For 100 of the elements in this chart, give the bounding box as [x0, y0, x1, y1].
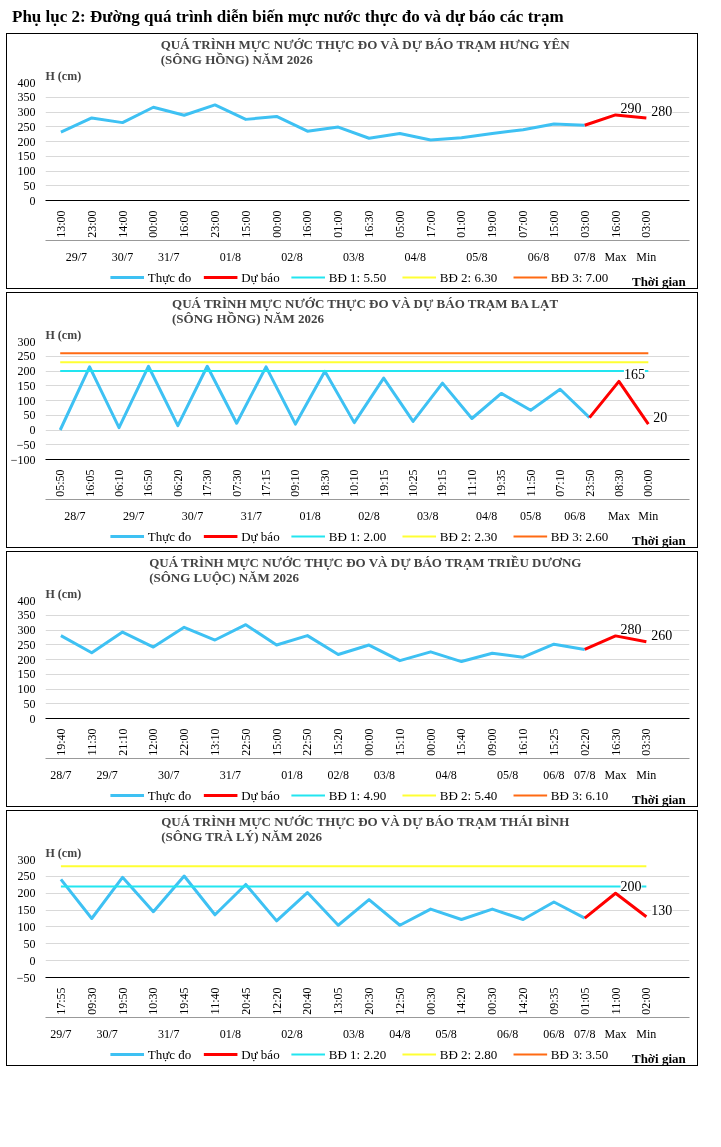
text: 06/8 — [543, 1026, 565, 1041]
x-tick-label: 19:50 — [115, 987, 130, 1015]
text: Min — [638, 508, 659, 523]
text: 31/7 — [219, 767, 242, 782]
legend-label: BĐ 3: 3.50 — [550, 1047, 609, 1062]
x-tick-label: 13:05 — [331, 987, 346, 1015]
x-tick-label: 00:30 — [485, 987, 500, 1015]
y-tick-label: 250 — [17, 869, 36, 884]
x-tick-label: 15:20 — [331, 728, 346, 756]
x-tick-label: 23:50 — [582, 469, 597, 497]
y-tick-label: 250 — [17, 349, 36, 364]
x-tick-label: 13:10 — [207, 728, 222, 756]
text: Min — [636, 767, 657, 782]
legend-label: BĐ 3: 2.60 — [550, 529, 609, 544]
x-tick-label: 09:35 — [546, 987, 561, 1015]
x-tick-label: 07:00 — [516, 210, 531, 238]
line-series — [59, 103, 587, 142]
x-tick-label: 14:20 — [454, 987, 469, 1015]
legend-label: Dự báo — [241, 1047, 280, 1062]
x-tick-label: 15:40 — [454, 728, 469, 756]
legend-label: BĐ 2: 2.80 — [439, 1047, 498, 1062]
x-tick-label: 11:00 — [608, 987, 623, 1015]
x-tick-label: 01:05 — [577, 987, 592, 1015]
legend-label: BĐ 1: 2.00 — [328, 529, 387, 544]
y-tick-label: 200 — [17, 886, 36, 901]
legend-label: Dự báo — [241, 529, 280, 544]
text: 30/7 — [181, 508, 204, 523]
x-tick-label: 06:20 — [170, 469, 185, 497]
y-axis-title: H (cm) — [45, 586, 82, 601]
text: 03/8 — [373, 767, 396, 782]
x-tick-label: 00:30 — [423, 987, 438, 1015]
x-tick-label: 12:20 — [269, 987, 284, 1015]
y-tick-label: 400 — [17, 593, 36, 608]
text: 07/8 — [574, 767, 596, 782]
data-label: 260 — [651, 627, 673, 643]
x-tick-label: 03:00 — [577, 210, 592, 238]
y-tick-label: 400 — [17, 75, 36, 90]
text: 29/7 — [123, 508, 145, 523]
text: Max — [604, 249, 627, 264]
data-label: 130 — [651, 902, 673, 918]
x-tick-label: 13:00 — [53, 210, 68, 238]
text: 01/8 — [299, 508, 321, 523]
y-tick-label: 0 — [29, 711, 36, 726]
text: 01/8 — [281, 767, 303, 782]
text: 30/7 — [158, 767, 180, 782]
x-tick-label: 05:00 — [392, 210, 407, 238]
y-tick-label: 300 — [17, 334, 36, 349]
x-tick-label: 09:10 — [288, 469, 303, 497]
x-tick-label: 19:35 — [494, 469, 509, 497]
data-label: 280 — [651, 103, 673, 119]
y-tick-label: 200 — [17, 364, 36, 378]
x-tick-label: 16:00 — [608, 210, 623, 238]
x-tick-label: 16:05 — [82, 469, 97, 497]
y-axis-title: H (cm) — [45, 327, 82, 342]
legend-label: BĐ 1: 4.90 — [328, 788, 387, 803]
x-tick-label: 15:00 — [546, 210, 561, 238]
text: 28/7 — [64, 508, 86, 523]
x-tick-label: 00:00 — [641, 469, 656, 497]
x-tick-label: 00:00 — [423, 728, 438, 756]
x-tick-label: 15:25 — [546, 728, 561, 756]
text: 06/8 — [527, 249, 550, 264]
y-tick-label: 100 — [17, 919, 36, 934]
text: 02/8 — [281, 1026, 303, 1041]
x-tick-label: 08:30 — [611, 469, 626, 497]
y-tick-label: 0 — [29, 193, 36, 208]
y-tick-label: 0 — [29, 953, 36, 968]
x-tick-label: 18:30 — [317, 469, 332, 497]
x-tick-label: 03:30 — [639, 728, 654, 756]
x-tick-label: 14:00 — [115, 210, 130, 238]
x-tick-label: 15:00 — [238, 210, 253, 238]
text: 04/8 — [475, 508, 498, 523]
x-tick-label: 17:00 — [423, 210, 438, 238]
text: 29/7 — [96, 767, 118, 782]
x-tick-label: 15:00 — [269, 728, 284, 756]
x-tick-label: 00:00 — [362, 728, 377, 756]
y-tick-label: 100 — [17, 393, 36, 408]
y-tick-label: 50 — [23, 408, 36, 423]
y-tick-label: 150 — [17, 667, 36, 682]
x-tick-label: 02:20 — [577, 728, 592, 756]
x-tick-label: 11:50 — [523, 469, 538, 497]
legend-label: BĐ 1: 5.50 — [328, 270, 387, 285]
x-tick-label: 05:50 — [53, 469, 68, 497]
text: 06/8 — [497, 1026, 519, 1041]
x-tick-label: 20:30 — [362, 987, 377, 1015]
x-tick-label: 12:50 — [392, 987, 407, 1015]
x-tick-label: 19:40 — [53, 728, 68, 756]
text: 29/7 — [65, 249, 87, 264]
y-tick-label: 50 — [23, 936, 36, 951]
text: 02/8 — [327, 767, 349, 782]
legend-label: Thực đo — [147, 270, 192, 285]
line-series — [59, 623, 587, 664]
x-tick-label: 12:00 — [146, 728, 161, 756]
text: 05/8 — [497, 767, 519, 782]
text: 06/8 — [564, 508, 586, 523]
data-label: 280 — [620, 621, 642, 637]
text: 01/8 — [219, 249, 242, 264]
text: 07/8 — [574, 249, 596, 264]
x-tick-label: 17:30 — [200, 469, 215, 497]
y-tick-label: 50 — [23, 178, 36, 193]
text: Min — [636, 249, 657, 264]
